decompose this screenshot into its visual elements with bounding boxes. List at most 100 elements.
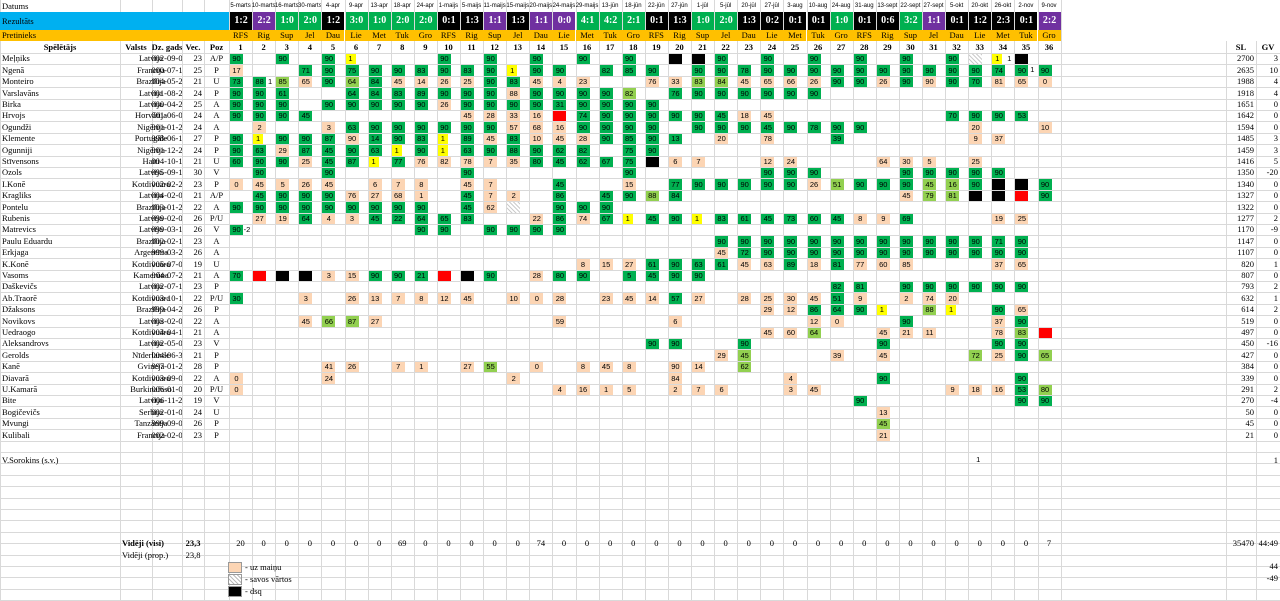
appearance-cell[interactable]: 60 [876,259,890,270]
appearance-cell[interactable]: 59 [553,316,567,327]
result-cell[interactable]: 1:1 [530,12,553,30]
appearance-cell[interactable]: 26 [876,76,890,88]
appearance-cell[interactable]: 90 [276,99,290,110]
appearance-cell[interactable]: 90 [899,247,913,259]
appearance-cell[interactable]: 90 [830,65,844,76]
player-sl[interactable]: 807 [1241,270,1254,281]
appearance-cell[interactable] [461,270,474,281]
col-match-number[interactable]: 21 [698,42,707,53]
appearance-cell[interactable]: 45 [876,350,890,361]
result-cell[interactable]: 2:0 [414,12,437,30]
result-cell[interactable]: 1:0 [692,12,715,30]
player-name[interactable]: U.Kamarā [2,384,38,395]
appearance-cell[interactable]: 90 [530,225,544,236]
appearance-cell[interactable]: 13 [876,407,890,418]
appearance-cell[interactable]: 82 [599,65,613,76]
appearance-cell[interactable]: 39 [830,133,844,145]
appearance-cell[interactable]: 90 [946,54,960,65]
appearance-cell[interactable]: 17 [230,65,243,76]
appearance-cell[interactable]: 5 [276,179,290,190]
result-cell[interactable]: 0:2 [761,12,784,30]
result-cell[interactable]: 1:3 [738,12,761,30]
col-match-number[interactable]: 16 [582,42,592,53]
player-country[interactable]: Burkinafaso [130,384,172,395]
col-match-number[interactable]: 24 [767,42,777,53]
appearance-cell[interactable]: 90 [761,247,775,259]
player-born[interactable]: 2004-05-27 [152,76,182,87]
appearance-cell[interactable]: 2 [668,384,682,395]
player-name[interactable]: Rubenis [2,213,30,224]
opponent-cell[interactable]: Sup [691,30,715,41]
appearance-cell[interactable]: 25 [761,293,775,304]
appearance-cell[interactable]: 90 [899,168,913,179]
appearance-cell[interactable]: 90 [645,65,659,76]
player-name[interactable]: Mvungi [2,418,29,429]
result-cell[interactable]: 1:3 [507,12,530,30]
result-cell[interactable]: 0:1 [853,12,876,30]
player-age[interactable]: 23 [193,235,203,246]
appearance-cell[interactable]: 90 [253,88,267,99]
appearance-cell[interactable]: 7 [391,293,405,304]
appearance-cell[interactable]: 90 [969,247,983,259]
appearance-cell[interactable]: 53 [1015,384,1029,395]
player-name[interactable]: Matrevics [2,224,36,235]
appearance-cell[interactable]: 23 [599,293,613,304]
player-gv[interactable]: 0 [1273,201,1278,212]
player-country[interactable]: Brazīlija [136,304,166,315]
appearance-cell[interactable]: 3 [322,270,336,281]
appearance-cell[interactable]: 90 [1038,190,1052,202]
date-header[interactable]: 13-sept [877,3,898,9]
player-sl[interactable]: 1416 [1237,156,1254,167]
opponent-cell[interactable]: Gro [1037,30,1061,41]
player-age[interactable]: 19 [193,395,203,406]
appearance-cell[interactable] [507,202,521,213]
appearance-cell[interactable]: 90 [899,179,913,190]
opponent-cell[interactable]: Lie [968,30,992,41]
player-born[interactable]: 1999-09-08 [152,418,182,429]
appearance-cell[interactable]: 26 [807,76,821,88]
appearance-cell[interactable]: 90 [992,168,1006,179]
player-sl[interactable]: 614 [1241,304,1254,315]
player-gv[interactable]: 1 [1273,292,1278,303]
col-match-number[interactable]: 18 [628,42,638,53]
appearance-cell[interactable]: 90 [715,65,729,76]
col-match-number[interactable]: 34 [998,42,1008,53]
appearance-cell[interactable]: 85 [622,133,636,145]
appearance-cell[interactable]: 90 [830,247,844,259]
appearance-cell[interactable]: 90 [738,88,752,99]
player-age[interactable]: 26 [193,418,203,429]
appearance-cell[interactable]: 86 [807,304,821,316]
appearance-cell[interactable]: 90 [692,270,705,281]
player-pos[interactable]: P [214,349,219,360]
player-sl[interactable]: 384 [1241,361,1254,372]
player-sl[interactable]: 497 [1241,327,1254,338]
appearance-cell[interactable]: 0 [1038,76,1052,88]
appearance-cell[interactable]: 90 [507,225,521,236]
player-sl[interactable]: 1322 [1237,201,1254,212]
result-cell[interactable]: 0:1 [1015,12,1038,30]
appearance-cell[interactable]: 74 [576,213,590,224]
appearance-cell[interactable]: 90 [253,111,267,122]
player-country[interactable]: Portugāle [134,133,168,144]
appearance-cell[interactable]: 90 [553,88,567,99]
player-gv[interactable]: 0 [1273,361,1278,372]
col-match-number[interactable]: 30 [906,42,915,53]
appearance-cell[interactable]: 90 [899,236,913,247]
appearance-cell[interactable]: 14 [645,293,659,304]
appearance-cell[interactable] [1015,54,1029,65]
appearance-cell[interactable]: 27 [692,293,705,304]
appearance-cell[interactable]: 45 [622,293,636,304]
appearance-cell[interactable]: 82 [830,282,844,293]
appearance-cell[interactable]: 90 [738,179,752,190]
player-name[interactable]: Novikovs [2,315,36,326]
opponent-cell[interactable]: Rig [875,30,899,41]
appearance-cell[interactable]: 45 [553,156,567,167]
appearance-cell[interactable]: 65 [1015,259,1029,270]
player-gv[interactable]: 0 [1273,372,1278,383]
opponent-cell[interactable]: Dau [945,30,969,41]
col-speletajs[interactable]: Spēlētājs [43,42,77,53]
appearance-cell[interactable]: 67 [599,213,613,224]
player-sl[interactable]: 45 [1245,418,1255,429]
result-cell[interactable]: 4:1 [576,12,599,30]
summary-value[interactable]: 0 [677,538,682,549]
